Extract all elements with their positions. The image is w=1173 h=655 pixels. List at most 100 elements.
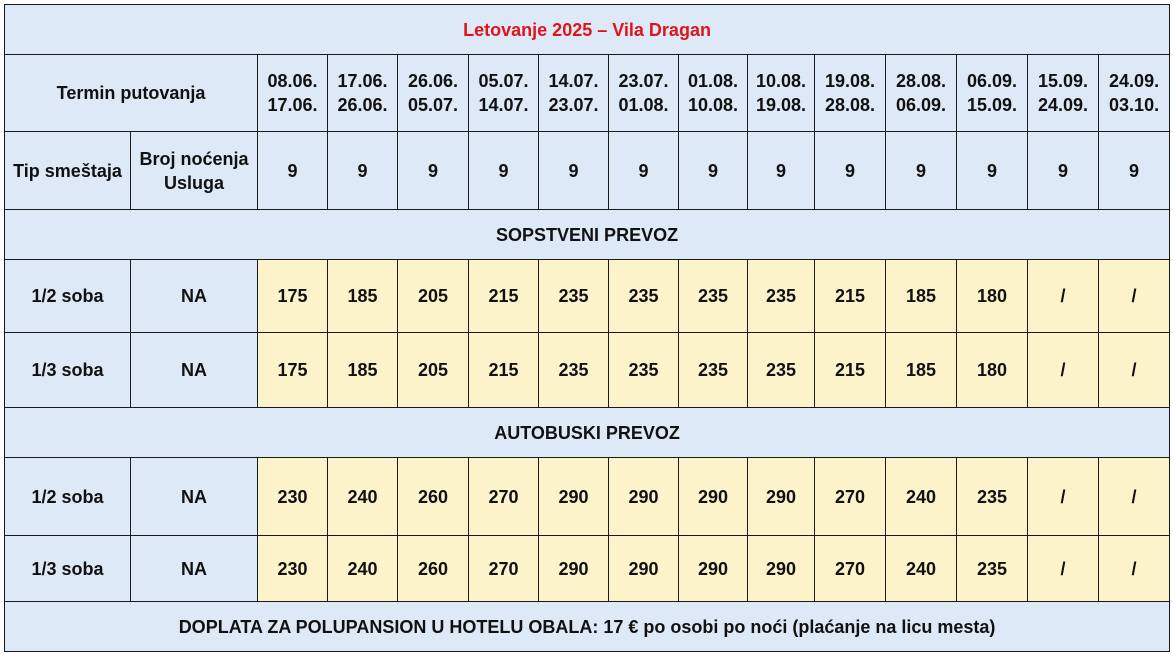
term-from: 06.09. — [966, 71, 1018, 91]
term-from: 24.09. — [1109, 71, 1160, 91]
price-cell: 215 — [468, 332, 539, 408]
term-cell: 01.08. 10.08. — [678, 54, 748, 132]
term-to: 03.10. — [1109, 95, 1160, 115]
term-to: 19.08. — [755, 95, 807, 115]
title-row: Letovanje 2025 – Vila Dragan — [3, 4, 1171, 55]
term-cell: 24.09. 03.10. — [1097, 54, 1171, 132]
price-cell: 240 — [885, 535, 957, 602]
price-cell: 270 — [814, 457, 886, 536]
price-cell: / — [1027, 259, 1099, 333]
nights-cell: 9 — [885, 131, 957, 210]
price-cell: 240 — [327, 535, 398, 602]
price-cell: 230 — [257, 535, 328, 602]
term-cell: 28.08. 06.09. — [885, 54, 957, 132]
term-cell: 05.07. 14.07. — [468, 54, 539, 132]
price-cell: 235 — [538, 332, 609, 408]
term-to: 05.07. — [407, 95, 459, 115]
price-cell: 235 — [608, 332, 679, 408]
room-type: 1/2 soba — [4, 457, 131, 536]
price-cell: / — [1097, 259, 1171, 333]
section-row: SOPSTVENI PREVOZ — [3, 209, 1171, 260]
tip-label: Tip smeštaja — [4, 131, 131, 210]
termin-label: Termin putovanja — [4, 54, 258, 132]
term-cell: 23.07. 01.08. — [608, 54, 679, 132]
price-cell: 235 — [747, 259, 815, 333]
nights-cell: 9 — [327, 131, 398, 210]
nights-cell: 9 — [956, 131, 1028, 210]
price-cell: 205 — [397, 259, 469, 333]
nights-cell: 9 — [608, 131, 679, 210]
price-cell: 185 — [885, 259, 957, 333]
nights-cell: 9 — [397, 131, 469, 210]
room-type: 1/3 soba — [4, 535, 131, 602]
price-cell: 185 — [885, 332, 957, 408]
price-cell: 235 — [956, 535, 1028, 602]
price-cell: 180 — [956, 259, 1028, 333]
price-table: Letovanje 2025 – Vila Dragan Termin puto… — [3, 4, 1171, 652]
price-cell: / — [1097, 332, 1171, 408]
term-cell: 10.08. 19.08. — [747, 54, 815, 132]
price-cell: 235 — [956, 457, 1028, 536]
price-cell: 290 — [538, 457, 609, 536]
term-to: 06.09. — [895, 95, 947, 115]
service-type: NA — [130, 332, 258, 408]
term-cell: 06.09. 15.09. — [956, 54, 1028, 132]
term-from: 10.08. — [755, 71, 807, 91]
price-cell: / — [1027, 457, 1099, 536]
price-cell: 185 — [327, 259, 398, 333]
term-cell: 08.06. 17.06. — [257, 54, 328, 132]
price-cell: 235 — [538, 259, 609, 333]
price-cell: 175 — [257, 259, 328, 333]
price-cell: 235 — [678, 332, 748, 408]
price-cell: 215 — [814, 332, 886, 408]
service-type: NA — [130, 457, 258, 536]
price-table-body: Letovanje 2025 – Vila Dragan Termin puto… — [3, 4, 1171, 652]
price-cell: 290 — [608, 457, 679, 536]
table-row: 1/2 soba NA 175 185 205 215 235 235 235 235 215 185… — [4, 259, 1171, 333]
term-cell: 14.07. 23.07. — [538, 54, 609, 132]
broj-label: Broj noćenja — [139, 148, 249, 169]
price-cell: 185 — [327, 332, 398, 408]
price-cell: 180 — [956, 332, 1028, 408]
section-row: AUTOBUSKI PREVOZ — [3, 407, 1171, 458]
term-from: 26.06. — [407, 71, 459, 91]
price-cell: 270 — [814, 535, 886, 602]
nights-cell: 9 — [678, 131, 748, 210]
price-cell: 270 — [468, 457, 539, 536]
price-cell: / — [1027, 535, 1099, 602]
price-cell: 235 — [678, 259, 748, 333]
price-cell: 240 — [327, 457, 398, 536]
nights-cell: 9 — [1097, 131, 1171, 210]
price-cell: 230 — [257, 457, 328, 536]
usluga-label: Usluga — [163, 172, 224, 193]
table-row: 1/3 soba NA 230 240 260 270 290 290 290 290 270 240… — [4, 535, 1171, 602]
section-label: SOPSTVENI PREVOZ — [3, 209, 1171, 260]
nights-cell: 9 — [257, 131, 328, 210]
price-cell: / — [1027, 332, 1099, 408]
term-cell: 19.08. 28.08. — [814, 54, 886, 132]
terms-row: Termin putovanja 08.06. 17.06. 17.06. 26.06… — [4, 54, 1171, 132]
footer-row: DOPLATA ZA POLUPANSION U HOTELU OBALA: 1… — [3, 601, 1171, 652]
term-to: 01.08. — [618, 95, 669, 115]
broj-usluga-label: Broj noćenja Usluga — [130, 131, 258, 210]
term-to: 26.06. — [337, 95, 388, 115]
term-from: 28.08. — [895, 71, 947, 91]
nights-cell: 9 — [747, 131, 815, 210]
price-cell: 235 — [608, 259, 679, 333]
price-cell: 260 — [397, 457, 469, 536]
service-type: NA — [130, 259, 258, 333]
term-from: 01.08. — [687, 71, 739, 91]
table-title: Letovanje 2025 – Vila Dragan — [3, 4, 1171, 55]
price-cell: / — [1097, 457, 1171, 536]
room-type: 1/3 soba — [4, 332, 131, 408]
nights-cell: 9 — [814, 131, 886, 210]
term-to: 14.07. — [478, 95, 529, 115]
term-to: 15.09. — [966, 95, 1018, 115]
term-from: 19.08. — [824, 71, 876, 91]
term-to: 23.07. — [548, 95, 599, 115]
term-from: 23.07. — [618, 71, 669, 91]
section-label: AUTOBUSKI PREVOZ — [3, 407, 1171, 458]
nights-cell: 9 — [468, 131, 539, 210]
term-to: 17.06. — [267, 95, 318, 115]
